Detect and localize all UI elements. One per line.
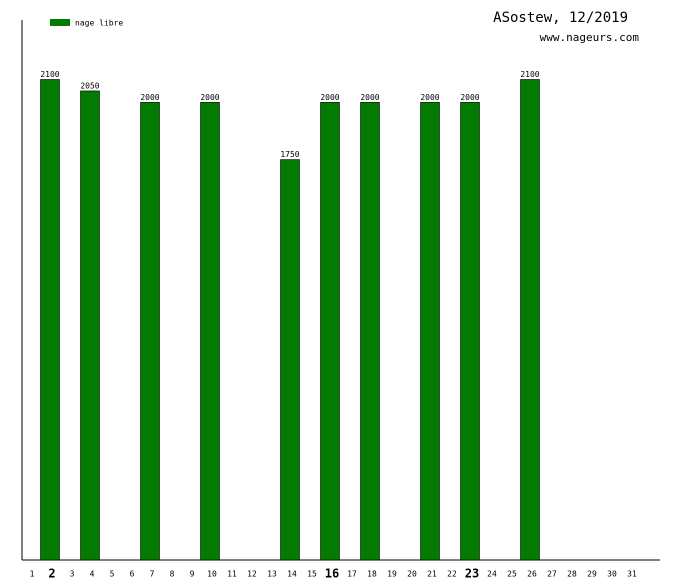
x-tick-label: 27 <box>547 570 557 579</box>
x-tick-label: 29 <box>587 570 597 579</box>
x-tick-label: 19 <box>387 570 397 579</box>
x-tick-label: 24 <box>487 570 497 579</box>
value-label: 2000 <box>140 93 159 102</box>
x-tick-label: 6 <box>130 570 135 579</box>
bar <box>200 102 220 561</box>
x-tick-label: 11 <box>227 570 237 579</box>
bar <box>360 102 380 561</box>
x-tick-label: 22 <box>447 570 457 579</box>
x-tick-label: 16 <box>325 567 339 580</box>
value-label: 1750 <box>280 150 299 159</box>
bar <box>80 90 100 561</box>
chart-subtitle: www.nageurs.com <box>540 31 640 44</box>
bar <box>140 102 160 561</box>
bar <box>460 102 480 561</box>
x-tick-label: 4 <box>90 570 95 579</box>
value-label: 2000 <box>360 93 379 102</box>
x-tick-label: 8 <box>170 570 175 579</box>
value-label: 2100 <box>40 70 59 79</box>
value-label: 2000 <box>420 93 439 102</box>
chart-title: ASostew, 12/2019 <box>493 10 628 26</box>
x-tick-label: 5 <box>110 570 115 579</box>
bar <box>520 79 540 561</box>
legend-label: nage libre <box>75 19 123 28</box>
x-tick-label: 15 <box>307 570 317 579</box>
bar <box>320 102 340 561</box>
x-tick-label: 21 <box>427 570 437 579</box>
x-tick-label: 20 <box>407 570 417 579</box>
value-label: 2000 <box>320 93 339 102</box>
legend-swatch <box>50 19 70 26</box>
x-tick-label: 7 <box>150 570 155 579</box>
x-tick-label: 28 <box>567 570 577 579</box>
bar <box>40 79 60 561</box>
value-label: 2000 <box>460 93 479 102</box>
x-tick-label: 18 <box>367 570 377 579</box>
x-tick-label: 9 <box>190 570 195 579</box>
value-label: 2100 <box>520 70 539 79</box>
x-tick-label: 12 <box>247 570 257 579</box>
value-label: 2000 <box>200 93 219 102</box>
x-tick-label: 25 <box>507 570 517 579</box>
x-tick-label: 1 <box>30 570 35 579</box>
x-tick-label: 2 <box>48 567 55 580</box>
x-tick-label: 3 <box>70 570 75 579</box>
x-tick-label: 13 <box>267 570 277 579</box>
x-tick-label: 10 <box>207 570 217 579</box>
x-tick-label: 26 <box>527 570 537 579</box>
bar <box>280 159 300 561</box>
x-tick-label: 14 <box>287 570 297 579</box>
x-tick-label: 23 <box>465 567 479 580</box>
bar <box>420 102 440 561</box>
x-tick-label: 30 <box>607 570 617 579</box>
x-tick-label: 31 <box>627 570 637 579</box>
value-label: 2050 <box>80 81 99 90</box>
x-tick-label: 17 <box>347 570 357 579</box>
